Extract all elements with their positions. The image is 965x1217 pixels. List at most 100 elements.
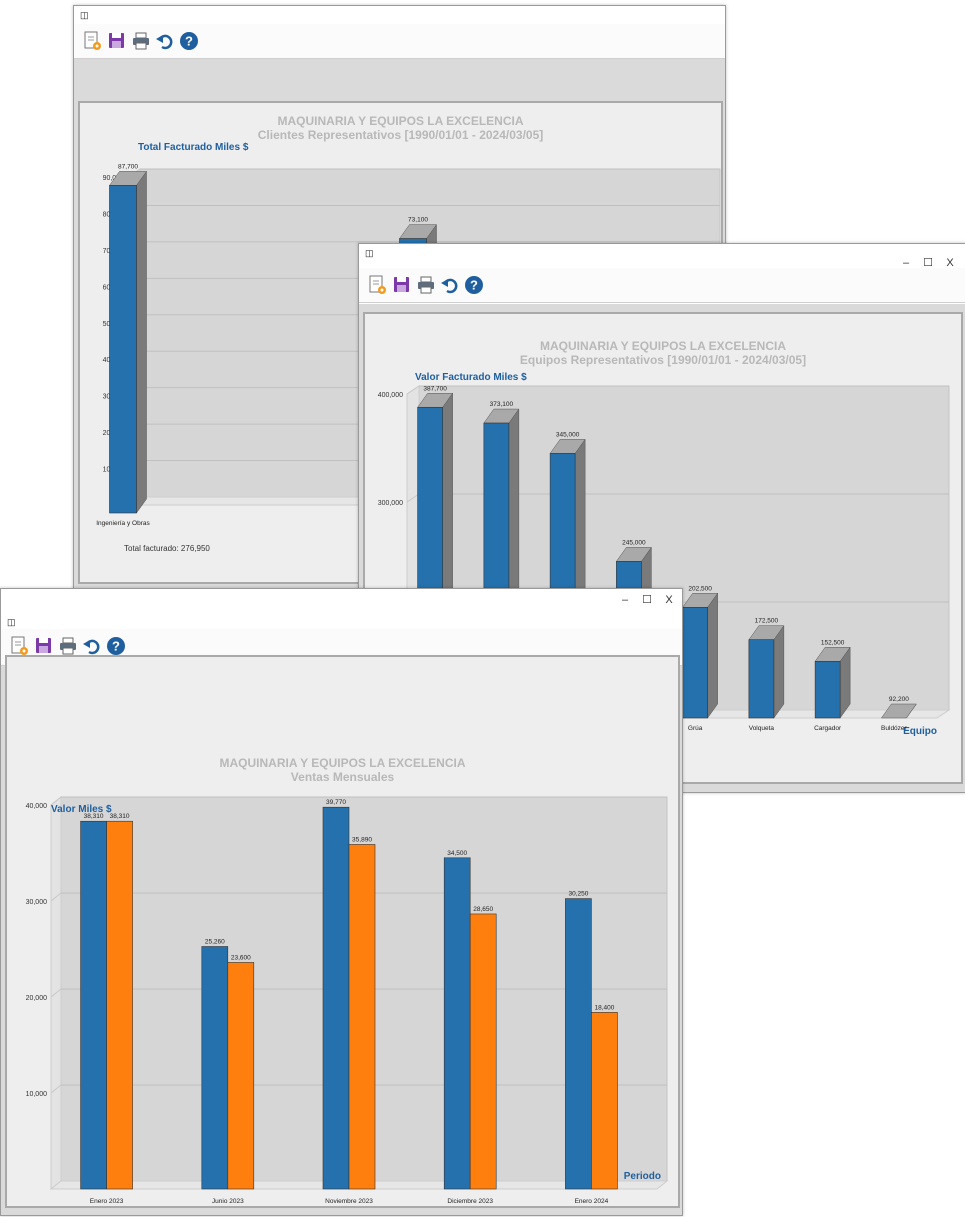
print-icon[interactable] xyxy=(57,635,79,657)
bar xyxy=(201,946,229,1190)
bar xyxy=(565,898,592,1190)
window-ventas: ◫ – ☐ X ? MAQUINARIA Y EQUIPOS LA EXCELENC… xyxy=(0,588,683,1217)
window-controls: – ☐ X xyxy=(895,256,961,269)
undo-icon[interactable] xyxy=(81,635,103,657)
titlebar: ◫ xyxy=(74,6,725,24)
print-icon[interactable] xyxy=(415,274,437,296)
bar-value-label: 35,890 xyxy=(352,836,372,843)
bar-top xyxy=(880,703,917,719)
minimize-button[interactable]: – xyxy=(621,594,629,606)
bar-value-label: 373,100 xyxy=(490,401,514,408)
close-button[interactable]: X xyxy=(665,594,673,606)
total-facturado: Total facturado: 276,950 xyxy=(124,544,210,553)
chart-title: MAQUINARIA Y EQUIPOS LA EXCELENCIA xyxy=(219,756,465,770)
bar xyxy=(814,660,841,719)
bar-value-label: 38,310 xyxy=(84,813,104,820)
bar-value-label: 92,200 xyxy=(889,696,909,703)
maximize-button[interactable]: ☐ xyxy=(923,257,933,269)
bar-value-label: 202,500 xyxy=(688,585,712,592)
minimize-button[interactable]: – xyxy=(902,257,910,269)
titlebar: ◫ xyxy=(359,244,965,262)
bar-value-label: 34,500 xyxy=(447,850,467,857)
bar-side xyxy=(136,170,147,514)
chart-subtitle: Ventas Mensuales xyxy=(291,770,395,784)
app-icon: ◫ xyxy=(365,248,374,258)
svg-text:?: ? xyxy=(112,639,120,654)
bar-value-label: 18,400 xyxy=(594,1004,614,1011)
y-axis-title: Valor Facturado Miles $ xyxy=(415,372,527,383)
undo-icon[interactable] xyxy=(154,30,176,52)
bar xyxy=(106,820,133,1190)
toolbar: ? xyxy=(359,268,965,303)
bar-value-label: 23,600 xyxy=(231,954,251,961)
maximize-button[interactable]: ☐ xyxy=(642,594,652,606)
gridline xyxy=(50,892,62,902)
bar-value-label: 39,770 xyxy=(326,799,346,806)
close-button[interactable]: X xyxy=(946,257,954,269)
bar-value-label: 25,260 xyxy=(205,939,225,946)
x-tick-label: Noviembre 2023 xyxy=(325,1198,373,1205)
print-icon[interactable] xyxy=(130,30,152,52)
gridline xyxy=(406,385,420,395)
bar xyxy=(748,639,775,719)
chart-ventas: MAQUINARIA Y EQUIPOS LA EXCELENCIAVentas… xyxy=(26,756,669,1217)
report-settings-icon[interactable] xyxy=(82,30,104,52)
bar xyxy=(227,962,255,1190)
save-icon[interactable] xyxy=(391,274,413,296)
bar xyxy=(469,913,497,1190)
y-tick-label: 40,000 xyxy=(26,803,48,810)
save-icon[interactable] xyxy=(106,30,128,52)
gridline xyxy=(50,796,62,806)
x-tick-label: Buldózer xyxy=(881,725,907,732)
y-axis-title: Valor Miles $ xyxy=(51,804,112,815)
bar-value-label: 172,500 xyxy=(755,618,779,625)
x-tick-label: Enero 2023 xyxy=(90,1198,124,1205)
x-tick-label: Ingeniería y Obras xyxy=(96,520,150,527)
bar xyxy=(682,606,708,719)
y-tick-label: 30,000 xyxy=(26,899,48,906)
bar-value-label: 73,100 xyxy=(408,217,428,224)
undo-icon[interactable] xyxy=(439,274,461,296)
chart-subtitle: Clientes Representativos [1990/01/01 - 2… xyxy=(258,128,544,142)
svg-text:?: ? xyxy=(185,34,193,49)
x-tick-label: Enero 2024 xyxy=(575,1198,609,1205)
bar-value-label: 38,310 xyxy=(110,813,130,820)
toolbar: ? xyxy=(74,24,725,59)
help-icon[interactable]: ? xyxy=(463,274,485,296)
gridline xyxy=(406,493,420,503)
gridline xyxy=(50,988,62,998)
x-tick-label: Volqueta xyxy=(749,725,775,732)
report-settings-icon[interactable] xyxy=(367,274,389,296)
chart-title: MAQUINARIA Y EQUIPOS LA EXCELENCIA xyxy=(540,339,786,353)
bar xyxy=(109,185,137,514)
window-controls: – ☐ X xyxy=(614,593,680,606)
y-tick-label: 10,000 xyxy=(26,1091,48,1098)
y-tick-label: 300,000 xyxy=(378,500,403,507)
bar xyxy=(322,806,350,1190)
x-tick-label: Junio 2023 xyxy=(212,1198,244,1205)
bar-value-label: 345,000 xyxy=(556,431,580,438)
bar-value-label: 30,250 xyxy=(568,891,588,898)
report-settings-icon[interactable] xyxy=(9,635,31,657)
chart-frame: MAQUINARIA Y EQUIPOS LA EXCELENCIA Ventas… xyxy=(5,655,680,1217)
app-icon: ◫ xyxy=(7,617,16,627)
x-tick-label: Cargador xyxy=(814,725,842,732)
bar-value-label: 87,700 xyxy=(118,163,138,170)
bar-side xyxy=(707,592,718,719)
bar-value-label: 245,000 xyxy=(622,539,646,546)
chart-panel: MAQUINARIA Y EQUIPOS LA EXCELENCIA Ventas… xyxy=(1,655,682,1217)
help-icon[interactable]: ? xyxy=(178,30,200,52)
chart-subtitle: Equipos Representativos [1990/01/01 - 20… xyxy=(520,353,806,367)
help-icon[interactable]: ? xyxy=(105,635,127,657)
y-tick-label: 90,000 xyxy=(103,175,125,182)
y-axis-title: Total Facturado Miles $ xyxy=(138,142,249,153)
bar xyxy=(443,857,471,1190)
bar xyxy=(348,844,376,1190)
y-tick-label: 400,000 xyxy=(378,392,403,399)
save-icon[interactable] xyxy=(33,635,55,657)
bar-value-label: 28,650 xyxy=(473,906,493,913)
bar xyxy=(591,1012,618,1190)
bar xyxy=(80,820,107,1190)
titlebar: ◫ xyxy=(1,589,682,629)
bar-value-label: 387,700 xyxy=(423,385,447,392)
